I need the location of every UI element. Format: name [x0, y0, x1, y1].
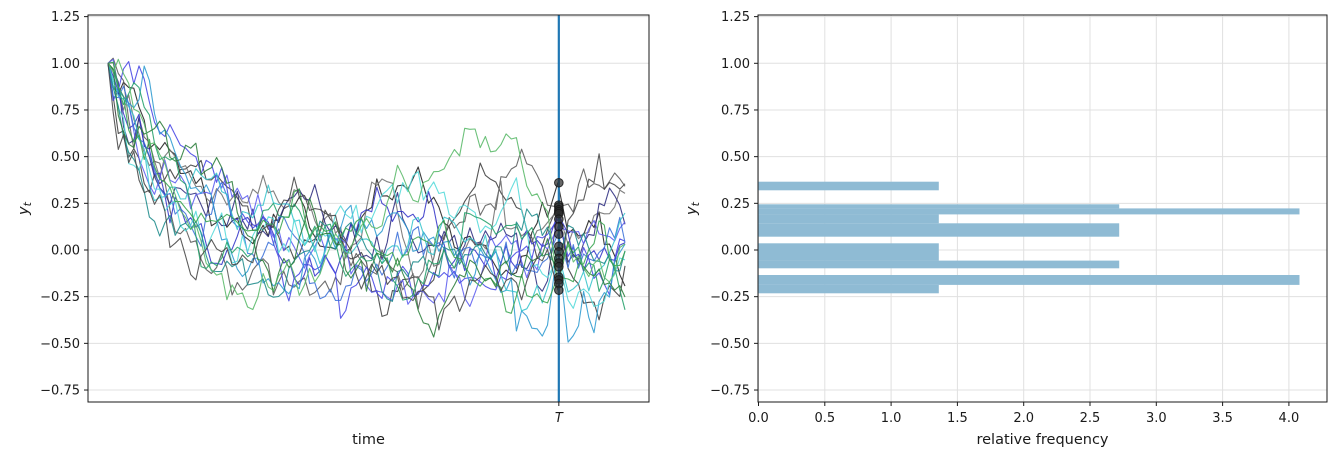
- trajectory-line: [107, 61, 626, 319]
- histogram-bar: [758, 181, 939, 191]
- trajectories-group: [107, 57, 626, 343]
- trajectory-line: [107, 63, 626, 343]
- trajectory-line: [107, 62, 626, 280]
- left-y-axis-label-yt: yt: [16, 201, 34, 216]
- histogram-bar: [758, 243, 939, 261]
- histogram-bar: [758, 260, 1120, 269]
- histogram-bar: [758, 275, 1300, 285]
- histogram-bar: [758, 214, 939, 224]
- x-axis-label-time: time: [352, 432, 385, 448]
- right-plot-y-tick-label: 0.25: [721, 197, 750, 212]
- right-plot-y-tick-label: 0.75: [721, 103, 750, 118]
- right-plot-x-tick-label: 2.0: [1013, 411, 1034, 426]
- right-plot-x-tick-label: 2.5: [1080, 411, 1101, 426]
- sample-point: [554, 285, 564, 295]
- right-plot-y-tick-label: 0.00: [721, 244, 750, 259]
- sample-point: [554, 229, 564, 239]
- right-plot-x-tick-label: 1.0: [881, 411, 902, 426]
- x-tick-label-T: T: [555, 411, 564, 426]
- left-plot-y-tick-label: 0.25: [51, 197, 80, 212]
- histogram-bar: [758, 223, 1120, 237]
- trajectory-line: [107, 62, 626, 292]
- right-plot-x-tick-label: 1.5: [947, 411, 968, 426]
- trajectory-line: [107, 63, 626, 312]
- right-plot-x-tick-label: 3.0: [1146, 411, 1167, 426]
- left-plot-y-tick-label: 0.00: [51, 244, 80, 259]
- histogram-bar: [758, 208, 1300, 215]
- trajectory-line: [107, 62, 626, 338]
- left-plot-y-tick-label: 1.00: [51, 57, 80, 72]
- trajectory-line: [107, 63, 626, 321]
- left-plot-y-tick-label: 1.25: [51, 10, 80, 25]
- histogram-bar: [758, 284, 939, 294]
- left-plot-y-tick-label: −0.75: [40, 384, 80, 399]
- trajectory-line: [107, 63, 626, 302]
- left-plot-axes-box: [87, 14, 650, 403]
- right-plot-y-tick-label: 1.25: [721, 10, 750, 25]
- trajectory-line: [107, 58, 626, 311]
- trajectory-line: [107, 58, 626, 307]
- right-plot-y-tick-label: −0.50: [710, 337, 750, 352]
- right-plot-y-tick-label: 0.50: [721, 150, 750, 165]
- right-plot-y-tick-label: −0.75: [710, 384, 750, 399]
- left-plot-background: [88, 15, 649, 402]
- trajectory-line: [107, 61, 626, 314]
- trajectory-line: [107, 63, 626, 331]
- right-plot-x-tick-label: 4.0: [1279, 411, 1300, 426]
- right-plot-x-tick-label: 0.5: [814, 411, 835, 426]
- sample-point: [554, 262, 564, 272]
- sample-point: [554, 177, 564, 188]
- left-plot-y-tick-label: 0.75: [51, 103, 80, 118]
- trajectory-line: [107, 62, 626, 310]
- left-plot-y-tick-label: 0.50: [51, 150, 80, 165]
- right-plot-x-tick-label: 3.5: [1212, 411, 1233, 426]
- left-plot-y-tick-label: −0.50: [40, 337, 80, 352]
- trajectory-line: [107, 63, 626, 309]
- right-plot-y-tick-label: −0.25: [710, 290, 750, 305]
- right-plot-axes-box: [757, 14, 1328, 403]
- right-y-axis-label-yt: yt: [684, 201, 702, 216]
- histogram-bar: [758, 204, 1120, 209]
- x-axis-label-relative-frequency: relative frequency: [976, 432, 1108, 448]
- right-plot-x-tick-label: 0.0: [748, 411, 769, 426]
- right-plot-y-tick-label: 1.00: [721, 57, 750, 72]
- left-plot-y-tick-label: −0.25: [40, 290, 80, 305]
